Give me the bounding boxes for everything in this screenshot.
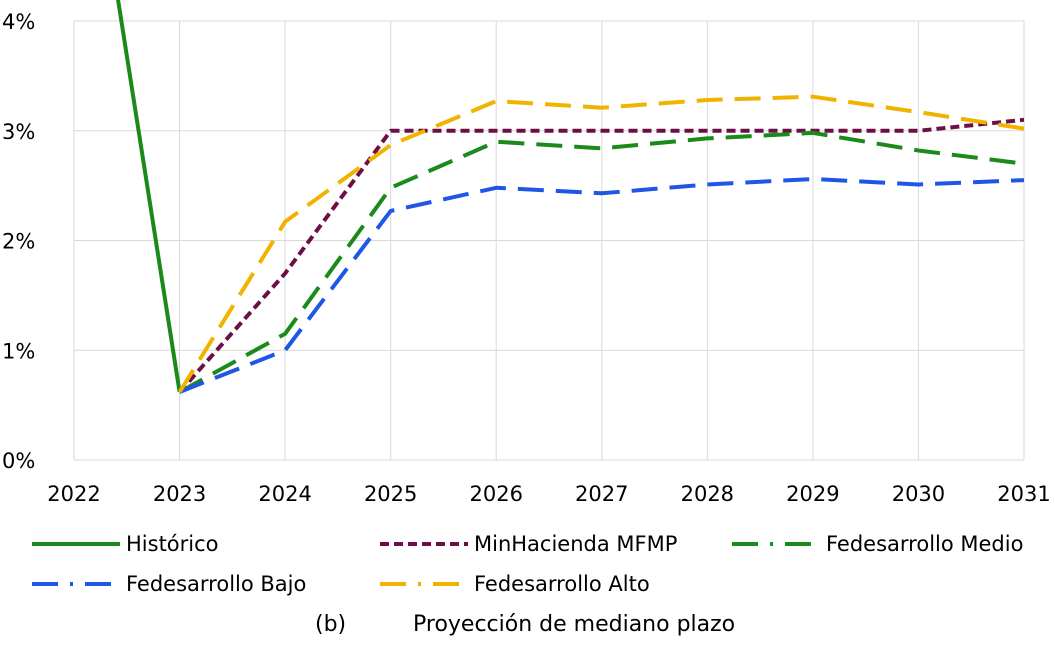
legend-label: Fedesarrollo Alto bbox=[474, 572, 650, 596]
series-line-hist-rico bbox=[116, 0, 182, 393]
legend-item-fedesarrollo-bajo: Fedesarrollo Bajo bbox=[30, 572, 306, 596]
y-tick-label: 2% bbox=[2, 230, 35, 254]
series-line-minhacienda-mfmp bbox=[178, 117, 1025, 394]
legend-swatch-historico bbox=[32, 542, 120, 546]
legend-swatch-minhacienda bbox=[380, 542, 468, 546]
legend-swatch-fedesarrollo-bajo bbox=[32, 582, 120, 586]
x-tick-label: 2028 bbox=[681, 482, 734, 506]
legend-label: Fedesarrollo Medio bbox=[826, 532, 1024, 556]
x-tick-label: 2027 bbox=[575, 482, 628, 506]
panel-label: (b) bbox=[315, 612, 347, 637]
caption: (b) Proyección de mediano plazo bbox=[0, 608, 1055, 648]
x-tick-label: 2026 bbox=[469, 482, 522, 506]
series-line-fedesarrollo-bajo bbox=[178, 177, 1025, 394]
x-tick-label: 2030 bbox=[892, 482, 945, 506]
series-lines bbox=[116, 0, 1025, 394]
series-line-fedesarrollo-alto bbox=[177, 94, 1025, 394]
y-tick-label: 4% bbox=[2, 10, 35, 34]
y-tick-label: 1% bbox=[2, 339, 35, 363]
chart-title: Proyección de mediano plazo bbox=[413, 612, 736, 637]
x-tick-label: 2031 bbox=[997, 482, 1050, 506]
legend-item-fedesarrollo-medio: Fedesarrollo Medio bbox=[730, 532, 1023, 556]
grid bbox=[73, 20, 1025, 461]
legend: Histórico MinHacienda MFMP Fedesarrollo … bbox=[0, 520, 1055, 610]
x-tick-label: 2025 bbox=[364, 482, 417, 506]
legend-label: Fedesarrollo Bajo bbox=[126, 572, 307, 596]
x-tick-label: 2023 bbox=[153, 482, 206, 506]
x-axis-ticks: 2022 2023 2024 2025 2026 2027 2028 2029 2030 2031 bbox=[47, 482, 1050, 506]
x-tick-label: 2024 bbox=[258, 482, 311, 506]
legend-label: MinHacienda MFMP bbox=[474, 532, 678, 556]
x-tick-label: 2022 bbox=[47, 482, 100, 506]
y-axis-ticks: 0% 1% 2% 3% 4% bbox=[2, 10, 35, 473]
legend-item-historico: Histórico bbox=[30, 532, 219, 556]
legend-swatch-fedesarrollo-alto bbox=[380, 582, 468, 586]
y-tick-label: 0% bbox=[2, 449, 35, 473]
y-tick-label: 3% bbox=[2, 120, 35, 144]
legend-swatch-fedesarrollo-medio bbox=[732, 542, 820, 546]
series-line-fedesarrollo-medio bbox=[178, 130, 1025, 394]
legend-label: Histórico bbox=[126, 532, 219, 556]
legend-item-minhacienda: MinHacienda MFMP bbox=[378, 532, 677, 556]
x-tick-label: 2029 bbox=[786, 482, 839, 506]
line-chart: 0%1%2%3%4% 2022 2023 2024 2025 2026 2027 2028 2… bbox=[2, 0, 1051, 506]
legend-item-fedesarrollo-alto: Fedesarrollo Alto bbox=[378, 572, 650, 596]
